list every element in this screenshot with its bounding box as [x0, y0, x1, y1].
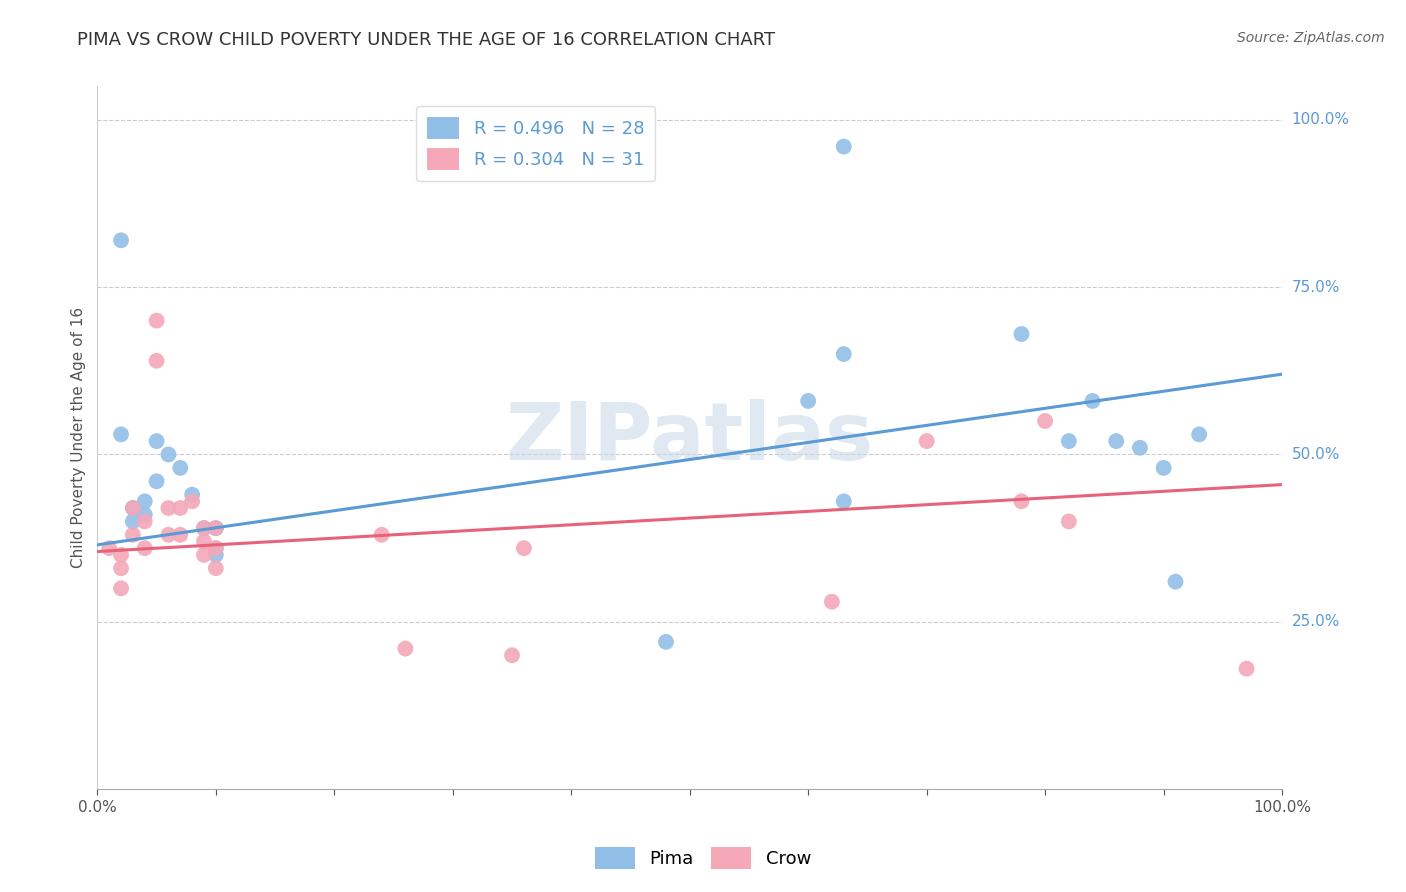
Point — [1057, 515, 1080, 529]
Point — [134, 515, 156, 529]
Point — [98, 541, 121, 556]
Legend: Pima, Crow: Pima, Crow — [588, 839, 818, 876]
Point — [122, 515, 145, 529]
Point — [205, 521, 228, 535]
Point — [1105, 434, 1128, 449]
Point — [832, 347, 855, 361]
Point — [181, 494, 204, 508]
Point — [110, 548, 132, 562]
Point — [1129, 441, 1152, 455]
Point — [370, 528, 392, 542]
Point — [157, 448, 180, 462]
Point — [205, 541, 228, 556]
Point — [1081, 393, 1104, 408]
Point — [1010, 326, 1032, 341]
Point — [832, 139, 855, 153]
Text: ZIPatlas: ZIPatlas — [506, 399, 875, 476]
Text: 100.0%: 100.0% — [1292, 112, 1350, 128]
Point — [145, 353, 167, 368]
Point — [169, 501, 191, 516]
Point — [110, 561, 132, 575]
Point — [110, 427, 132, 442]
Point — [832, 494, 855, 508]
Point — [1236, 662, 1258, 676]
Point — [193, 534, 215, 549]
Point — [501, 648, 523, 663]
Point — [134, 508, 156, 522]
Point — [181, 488, 204, 502]
Point — [134, 541, 156, 556]
Point — [1010, 494, 1032, 508]
Point — [1033, 414, 1056, 428]
Point — [122, 501, 145, 516]
Point — [145, 434, 167, 449]
Point — [205, 521, 228, 535]
Point — [122, 501, 145, 516]
Point — [193, 521, 215, 535]
Point — [205, 541, 228, 556]
Point — [110, 233, 132, 247]
Point — [1057, 434, 1080, 449]
Point — [1164, 574, 1187, 589]
Text: Source: ZipAtlas.com: Source: ZipAtlas.com — [1237, 31, 1385, 45]
Point — [193, 521, 215, 535]
Point — [797, 393, 820, 408]
Point — [134, 494, 156, 508]
Text: 75.0%: 75.0% — [1292, 280, 1340, 294]
Text: 50.0%: 50.0% — [1292, 447, 1340, 462]
Point — [513, 541, 536, 556]
Legend: R = 0.496   N = 28, R = 0.304   N = 31: R = 0.496 N = 28, R = 0.304 N = 31 — [416, 106, 655, 181]
Point — [655, 635, 678, 649]
Point — [205, 561, 228, 575]
Point — [394, 641, 416, 656]
Point — [157, 528, 180, 542]
Point — [122, 528, 145, 542]
Point — [1153, 461, 1175, 475]
Text: PIMA VS CROW CHILD POVERTY UNDER THE AGE OF 16 CORRELATION CHART: PIMA VS CROW CHILD POVERTY UNDER THE AGE… — [77, 31, 776, 49]
Point — [915, 434, 938, 449]
Point — [157, 501, 180, 516]
Y-axis label: Child Poverty Under the Age of 16: Child Poverty Under the Age of 16 — [72, 307, 86, 568]
Point — [169, 528, 191, 542]
Point — [145, 313, 167, 327]
Point — [205, 548, 228, 562]
Text: 25.0%: 25.0% — [1292, 615, 1340, 630]
Point — [169, 461, 191, 475]
Point — [110, 582, 132, 596]
Point — [193, 548, 215, 562]
Point — [1188, 427, 1211, 442]
Point — [821, 595, 844, 609]
Point — [145, 475, 167, 489]
